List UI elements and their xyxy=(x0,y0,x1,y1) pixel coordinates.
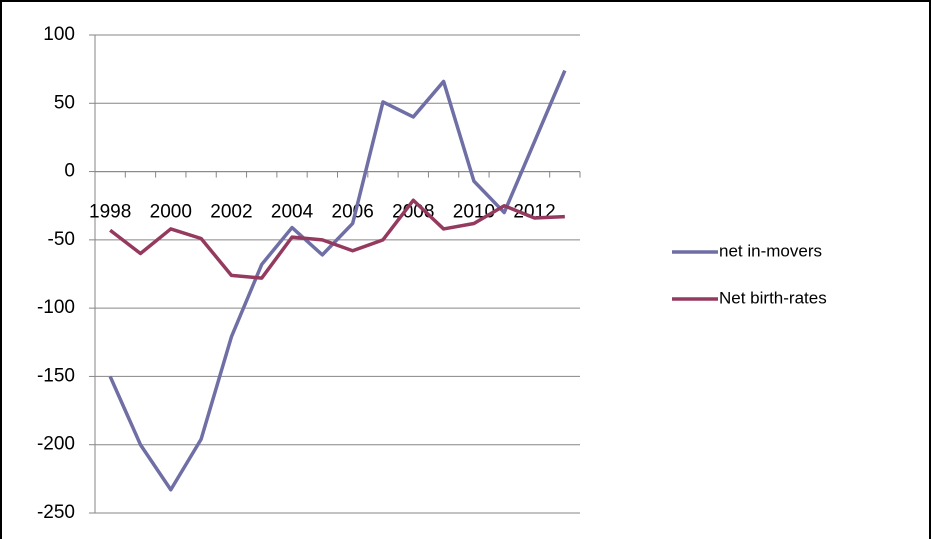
line-series xyxy=(108,69,567,492)
y-tick-label: -250 xyxy=(37,502,75,523)
y-tick-label: 50 xyxy=(54,92,75,113)
x-tick-label: 2000 xyxy=(150,202,192,223)
legend-label: net in-movers xyxy=(719,241,822,260)
x-tick-label: 2010 xyxy=(453,202,495,223)
legend-label: Net birth-rates xyxy=(719,288,827,307)
y-tick-label: -150 xyxy=(37,365,75,386)
y-tick-label: -100 xyxy=(37,297,75,318)
x-tick-label: 1998 xyxy=(89,202,131,223)
line-series xyxy=(109,198,565,280)
y-tick-label: 0 xyxy=(64,161,75,182)
x-tick-label: 2008 xyxy=(392,202,434,223)
x-tick-label: 2006 xyxy=(332,202,374,223)
y-tick-label: -200 xyxy=(37,434,75,455)
y-tick-label: -50 xyxy=(48,229,75,250)
x-tick-label: 2002 xyxy=(210,202,252,223)
y-tick-label: 100 xyxy=(43,24,75,45)
x-tick-label: 2004 xyxy=(271,202,314,223)
